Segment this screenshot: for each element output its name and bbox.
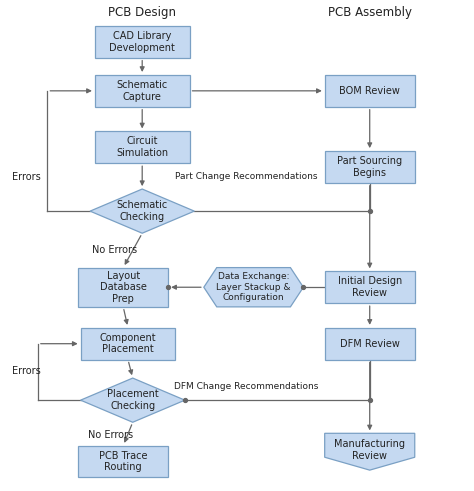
Text: Errors: Errors	[12, 172, 40, 182]
Text: Part Sourcing
Begins: Part Sourcing Begins	[337, 156, 402, 178]
Text: Circuit
Simulation: Circuit Simulation	[116, 136, 168, 158]
Text: Initial Design
Review: Initial Design Review	[337, 276, 402, 298]
FancyBboxPatch shape	[81, 328, 175, 360]
FancyBboxPatch shape	[95, 26, 190, 58]
Text: Placement
Checking: Placement Checking	[107, 389, 159, 411]
FancyBboxPatch shape	[325, 328, 415, 360]
Polygon shape	[325, 434, 415, 470]
Text: PCB Design: PCB Design	[108, 6, 176, 19]
Text: DFM Review: DFM Review	[340, 339, 400, 349]
Text: Part Change Recommendations: Part Change Recommendations	[175, 172, 318, 181]
Polygon shape	[90, 189, 194, 233]
Text: No Errors: No Errors	[88, 430, 133, 439]
FancyBboxPatch shape	[325, 151, 415, 183]
FancyBboxPatch shape	[95, 132, 190, 163]
Text: Component
Placement: Component Placement	[100, 333, 156, 355]
Polygon shape	[204, 268, 303, 307]
Text: Schematic
Capture: Schematic Capture	[117, 80, 168, 102]
Text: PCB Trace
Routing: PCB Trace Routing	[99, 451, 147, 472]
Text: DFM Change Recommendations: DFM Change Recommendations	[174, 382, 319, 391]
Text: No Errors: No Errors	[92, 246, 137, 255]
FancyBboxPatch shape	[95, 75, 190, 107]
Polygon shape	[81, 378, 185, 422]
FancyBboxPatch shape	[78, 446, 168, 477]
FancyBboxPatch shape	[325, 75, 415, 107]
Text: Data Exchange:
Layer Stackup &
Configuration: Data Exchange: Layer Stackup & Configura…	[216, 273, 291, 302]
Text: BOM Review: BOM Review	[339, 86, 400, 96]
Text: Manufacturing
Review: Manufacturing Review	[334, 439, 405, 461]
FancyBboxPatch shape	[325, 272, 415, 303]
Text: CAD Library
Development: CAD Library Development	[109, 31, 175, 53]
Text: Layout
Database
Prep: Layout Database Prep	[100, 271, 146, 304]
Text: Errors: Errors	[12, 366, 40, 376]
Text: Schematic
Checking: Schematic Checking	[117, 200, 168, 222]
Text: PCB Assembly: PCB Assembly	[328, 6, 412, 19]
FancyBboxPatch shape	[78, 268, 168, 307]
